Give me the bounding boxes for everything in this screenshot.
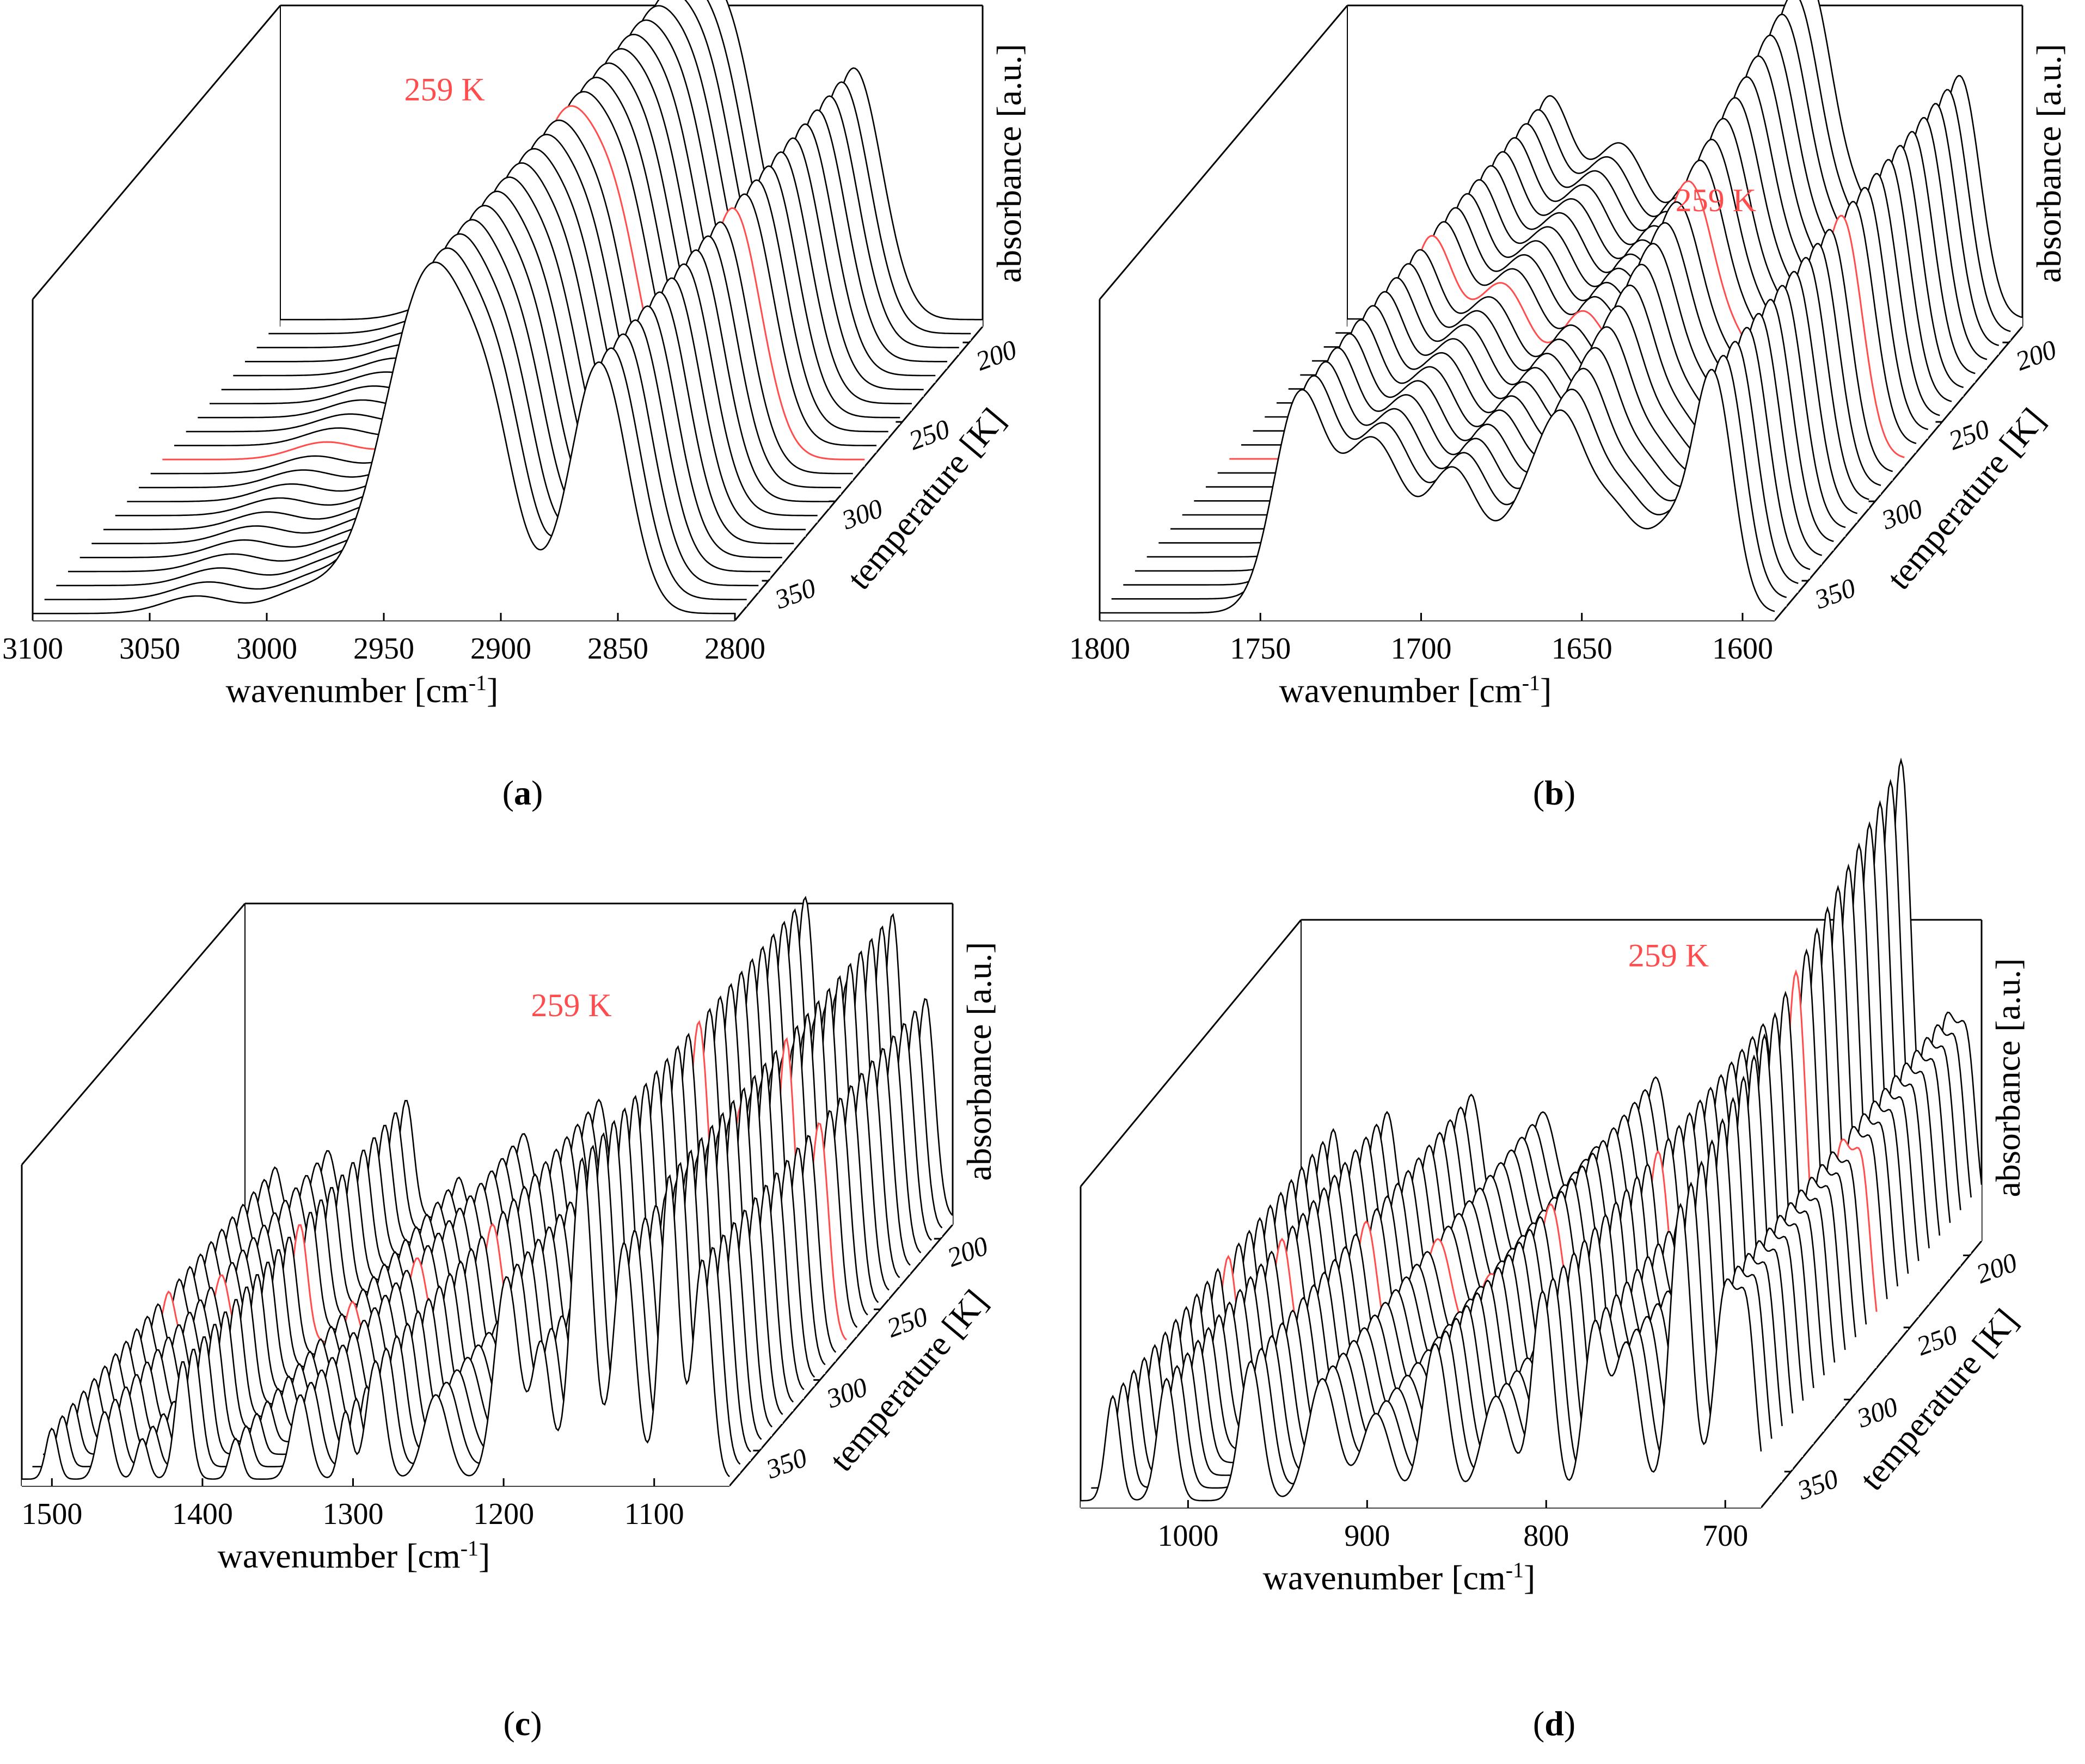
z-axis-line: [1774, 326, 2023, 621]
x-tick-label: 1750: [1230, 632, 1291, 666]
z-axis-line: [1760, 1240, 1983, 1508]
highlight-label: 259 K: [404, 72, 485, 108]
panel-caption: (d): [1532, 1704, 1576, 1743]
x-tick-label: 700: [1702, 1519, 1748, 1553]
x-tick-label: 1400: [172, 1497, 233, 1531]
highlight-label: 259 K: [1676, 182, 1756, 218]
top-left-diagonal: [1099, 5, 1348, 300]
y-axis-label: absorbance [a.u.]: [2029, 44, 2068, 283]
spectrum-line: [22, 1157, 730, 1480]
x-axis-label: wavenumber [cm-1]: [226, 671, 499, 710]
x-tick-label: 1100: [624, 1497, 684, 1531]
chart-panel-a: 3100 3050 3000 2950 2900 2850 2800 200 250 300 350…: [0, 0, 1042, 882]
x-tick-label: 900: [1344, 1519, 1390, 1553]
highlight-label: 259 K: [531, 987, 611, 1023]
x-tick-label: 800: [1523, 1519, 1569, 1553]
z-tick-label: 350: [762, 1442, 811, 1485]
chart-b-spectra: [1100, 0, 2023, 620]
y-axis-label: absorbance [a.u.]: [960, 942, 998, 1181]
z-tick-label: 200: [1972, 1247, 2021, 1289]
x-tick-label: 3000: [236, 632, 297, 666]
x-tick-label: 1700: [1390, 632, 1451, 666]
spectrum-fill: [1100, 370, 1775, 620]
x-tick-label: 1650: [1552, 632, 1612, 666]
top-left-diagonal: [32, 5, 281, 300]
z-tick-label: 350: [1810, 572, 1860, 615]
chart-a-svg: 3100 3050 3000 2950 2900 2850 2800200250300350…: [2, 0, 1028, 710]
z-tick-label: 350: [770, 572, 820, 615]
chart-c-spectra: [22, 895, 953, 1486]
spectrum-line: [1081, 1202, 1762, 1502]
x-tick-label: 1800: [1069, 632, 1130, 666]
spectrum-fill: [22, 1158, 729, 1486]
x-tick-label: 1200: [473, 1497, 534, 1531]
chart-panel-c: 1500 1400 1300 1200 1100 200 250 300 350 259 K w…: [0, 882, 1042, 1763]
x-tick-label: 1000: [1157, 1519, 1218, 1553]
x-axis-label: wavenumber [cm-1]: [1279, 671, 1552, 710]
highlight-label: 259 K: [1628, 937, 1709, 973]
x-tick-label: 2800: [704, 632, 765, 666]
spectrum-fill: [1081, 1204, 1761, 1508]
z-tick-label: 200: [943, 1230, 992, 1273]
x-tick-label: 1300: [323, 1497, 384, 1531]
spectrum-line: [33, 261, 735, 614]
chart-panel-d: 1000 900 800 700 200 250 300 350 259 K wavenumb…: [1042, 757, 2085, 1763]
top-left-diagonal: [21, 903, 246, 1165]
panel-caption: (b): [1532, 773, 1576, 812]
panel-caption: (c): [503, 1704, 542, 1743]
x-tick-label: 2950: [353, 632, 414, 666]
x-tick-label: 3100: [2, 632, 63, 666]
chart-panel-b: 1800 1750 1700 1650 1600 200 250 300 350 259 K w…: [1042, 0, 2085, 882]
x-axis-label: wavenumber [cm-1]: [218, 1536, 490, 1576]
x-tick-label: 1500: [21, 1497, 82, 1531]
spectrum-line: [1100, 368, 1775, 614]
y-axis-label: absorbance [a.u.]: [1989, 958, 2027, 1197]
z-axis-line: [728, 1224, 954, 1486]
x-tick-label: 3050: [119, 632, 180, 666]
chart-a-spectra: [33, 0, 983, 620]
top-left-diagonal: [1080, 919, 1302, 1187]
x-tick-label: 2850: [587, 632, 648, 666]
z-tick-label: 200: [2012, 334, 2061, 376]
z-tick-label: 200: [972, 334, 1021, 376]
panel-caption: (a): [502, 773, 543, 812]
x-tick-label: 1600: [1712, 632, 1773, 666]
x-tick-label: 2900: [470, 632, 531, 666]
y-axis-label: absorbance [a.u.]: [990, 44, 1028, 283]
z-axis-line: [734, 326, 984, 621]
z-tick-label: 350: [1793, 1463, 1842, 1506]
spectrum-fill: [33, 262, 735, 620]
x-axis-label: wavenumber [cm-1]: [1263, 1558, 1536, 1597]
chart-d-spectra: [1081, 757, 1983, 1508]
